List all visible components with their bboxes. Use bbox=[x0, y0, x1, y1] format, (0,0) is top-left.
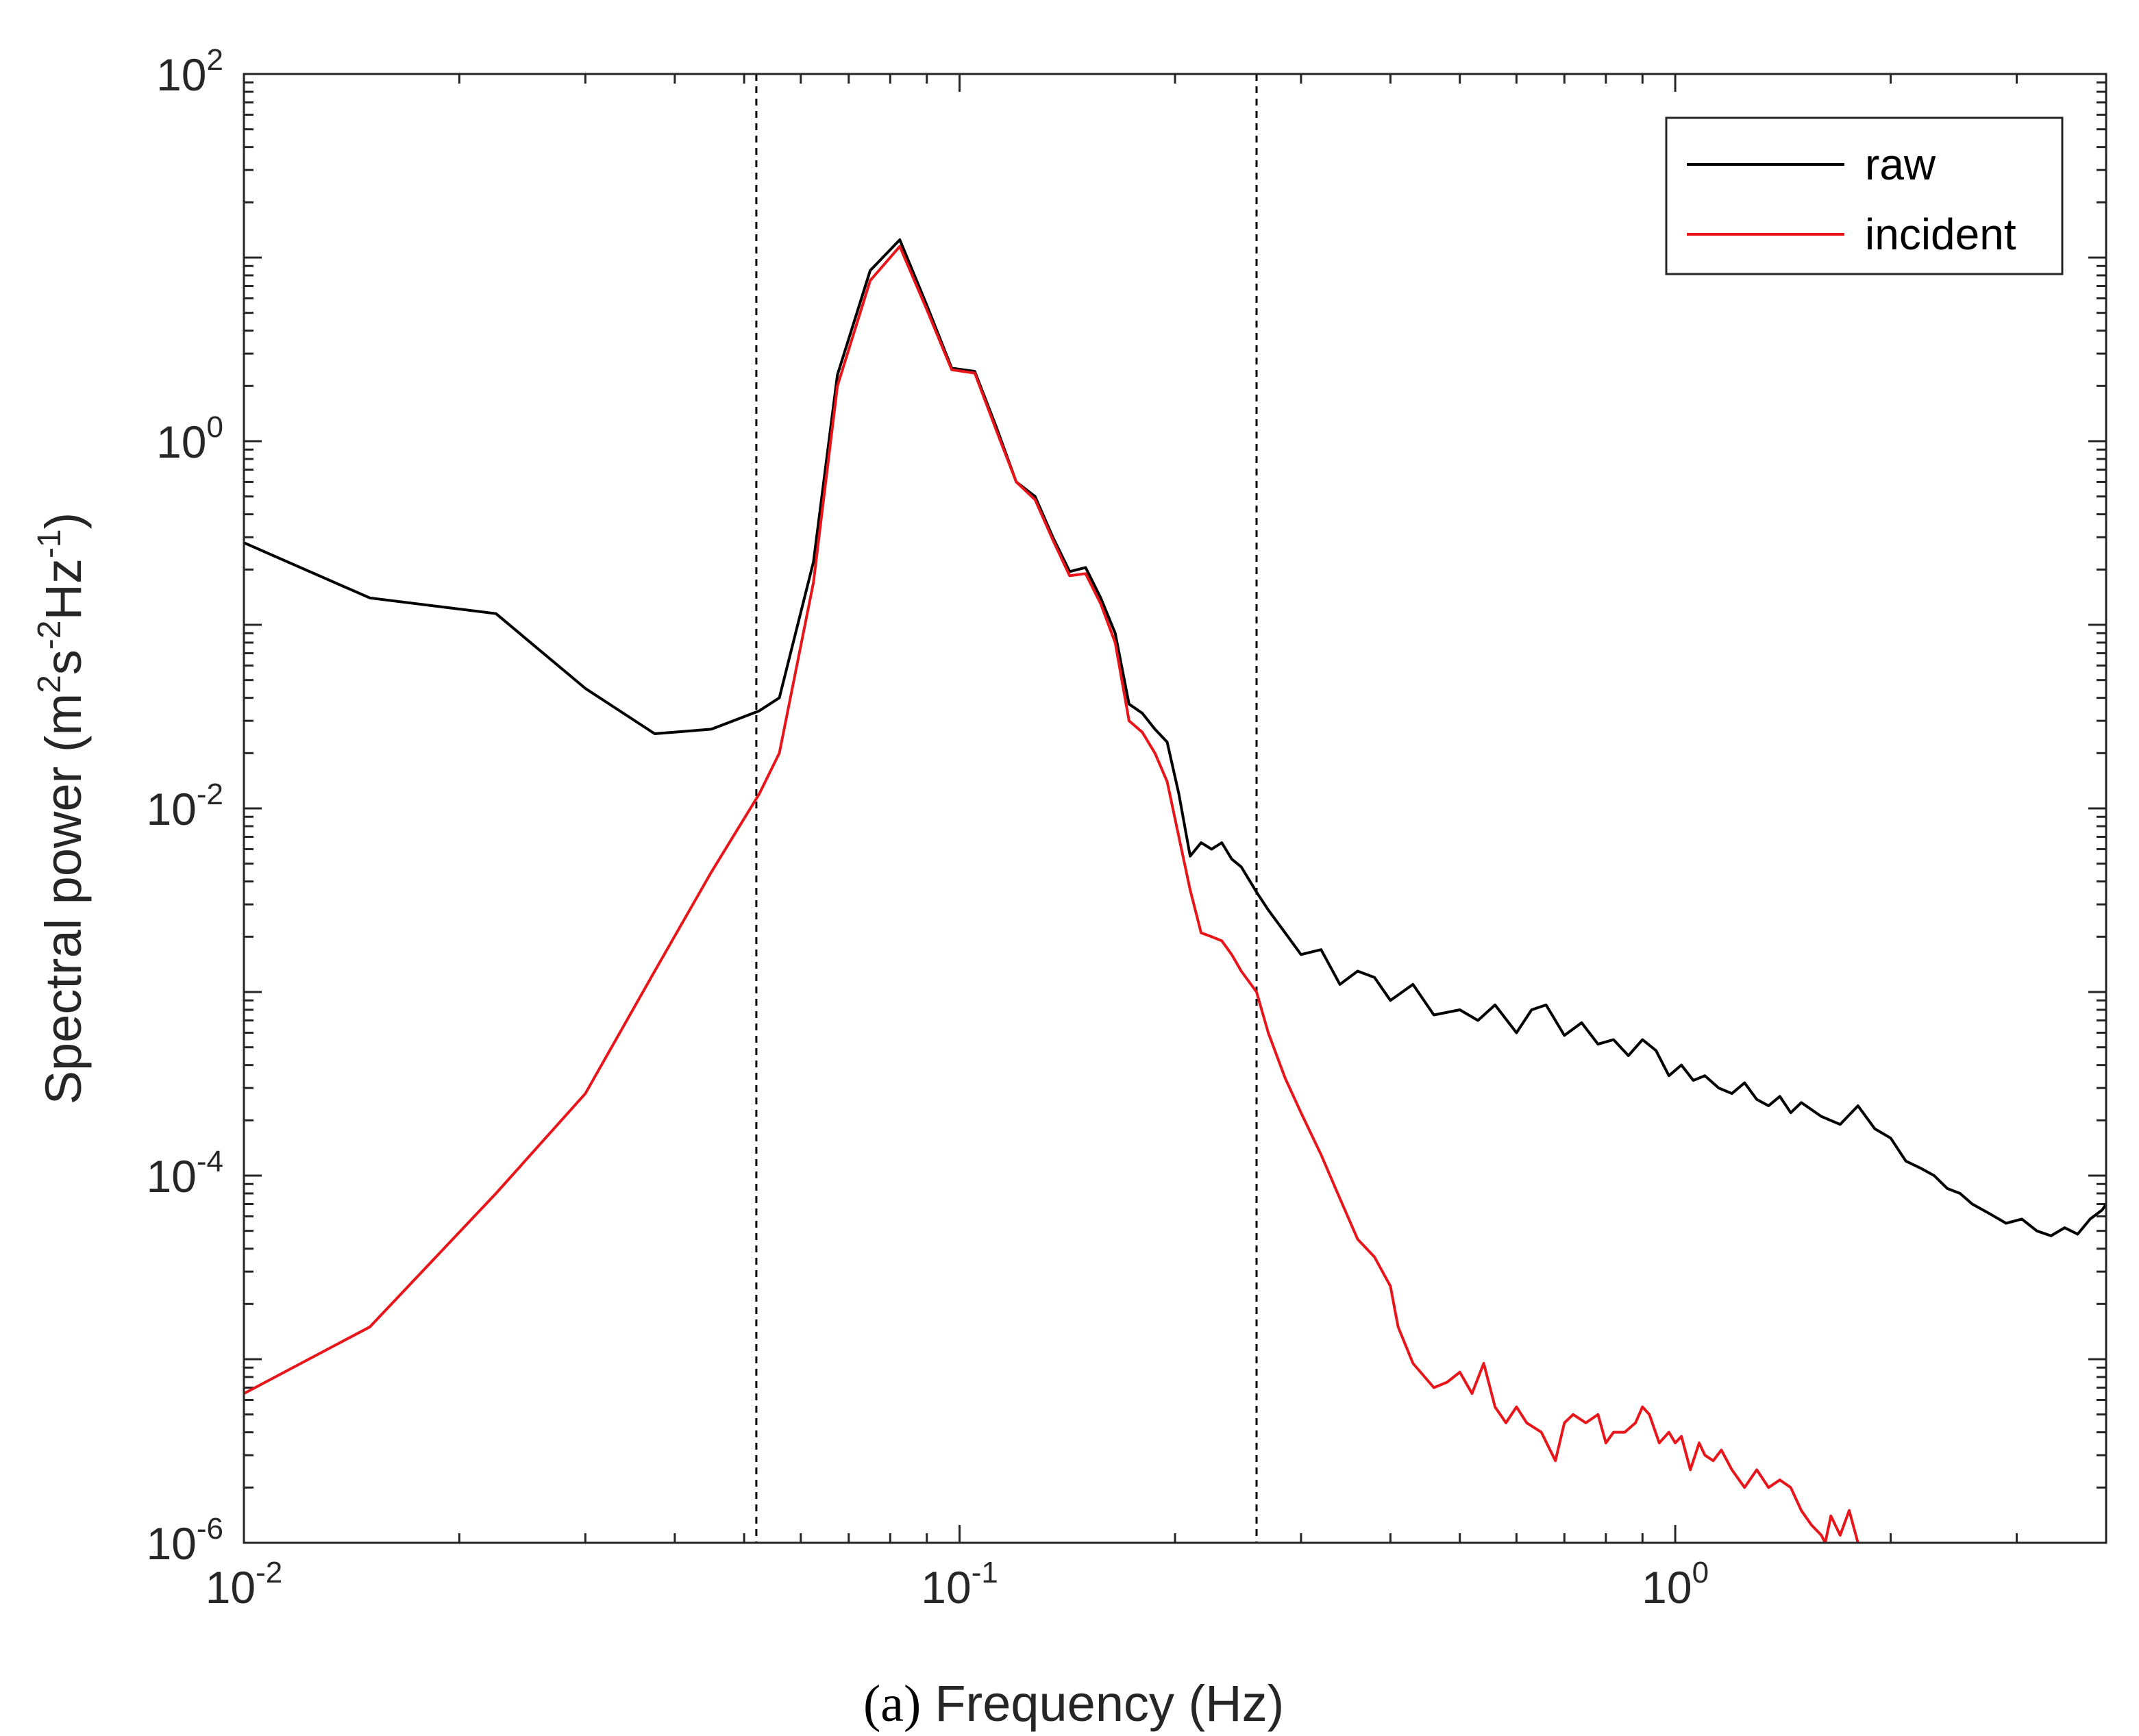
y-axis-title-sup3: -1 bbox=[32, 529, 68, 558]
minor-ticks bbox=[243, 73, 2107, 1544]
y-axis-title-mid2: Hz bbox=[35, 558, 92, 620]
plot-area bbox=[244, 74, 2106, 1543]
x-axis-title: Frequency (Hz) bbox=[935, 1675, 1284, 1732]
y-tick-label: 102 bbox=[156, 43, 223, 100]
series-line-incident bbox=[244, 245, 1859, 1543]
y-tick-label: 10-6 bbox=[146, 1512, 223, 1569]
x-tick-label: 10-1 bbox=[921, 1556, 998, 1613]
legend-label-raw: raw bbox=[1865, 140, 1936, 189]
y-tick-label: 10-4 bbox=[146, 1145, 223, 1202]
y-axis-title-base: Spectral power (m bbox=[35, 693, 92, 1104]
x-tick-label: 10-2 bbox=[206, 1556, 283, 1613]
y-tick-label: 100 bbox=[156, 410, 223, 467]
series-layer bbox=[244, 238, 2106, 1543]
y-axis-title: Spectral power (m2s-2Hz-1) bbox=[32, 512, 92, 1105]
x-tick-labels: 10-2 10-1 100 bbox=[206, 1556, 1709, 1613]
x-axis-title-group: (a) Frequency (Hz) bbox=[863, 1675, 1284, 1733]
legend-label-incident: incident bbox=[1865, 210, 2016, 259]
y-tick-labels: 10-6 10-4 10-2 100 102 bbox=[146, 43, 223, 1569]
y-tick-label: 10-2 bbox=[146, 778, 223, 834]
y-axis-title-sup2: -2 bbox=[32, 620, 68, 649]
panel-label: (a) bbox=[863, 1675, 921, 1733]
y-axis-title-end: ) bbox=[35, 512, 92, 530]
reference-lines bbox=[755, 74, 1258, 1543]
legend-box bbox=[1665, 116, 2064, 275]
x-tick-label: 100 bbox=[1642, 1556, 1709, 1613]
legend: raw incident bbox=[1665, 116, 2064, 275]
y-axis-title-sup1: 2 bbox=[32, 675, 68, 693]
plot-frame bbox=[243, 73, 2107, 1544]
y-axis-title-mid1: s bbox=[35, 649, 92, 675]
